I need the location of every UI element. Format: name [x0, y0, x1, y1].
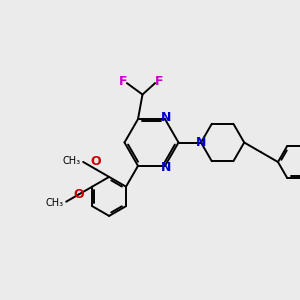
Text: O: O [90, 155, 101, 168]
Text: CH₃: CH₃ [46, 199, 64, 208]
Text: CH₃: CH₃ [63, 156, 81, 166]
Text: O: O [74, 188, 84, 201]
Text: N: N [161, 160, 171, 174]
Text: F: F [155, 75, 164, 88]
Text: N: N [161, 111, 171, 124]
Text: F: F [118, 75, 127, 88]
Text: N: N [196, 136, 206, 149]
